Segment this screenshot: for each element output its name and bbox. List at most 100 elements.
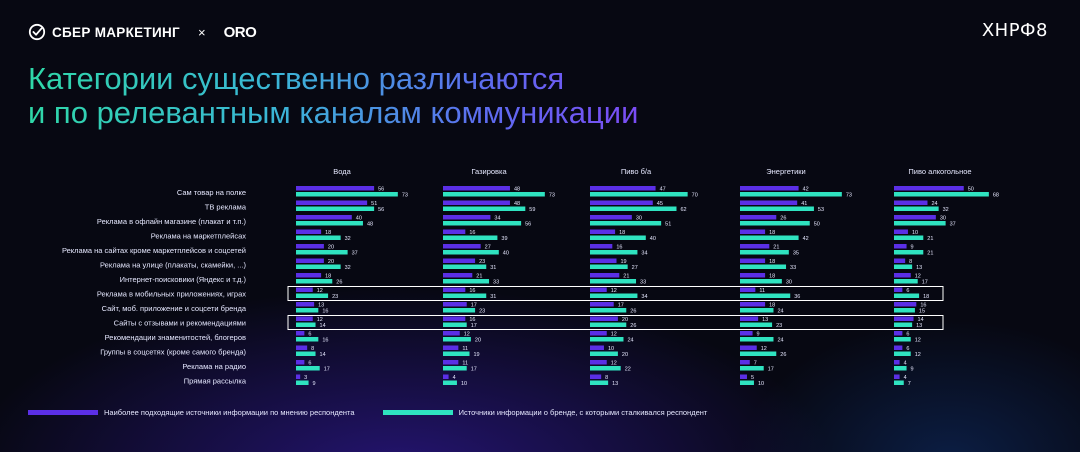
bar-0-0-s2	[296, 192, 398, 197]
data-label-2-13-s1: 8	[605, 375, 608, 381]
bar-3-10-s1	[740, 331, 753, 336]
data-label-3-6-s1: 18	[769, 274, 775, 280]
bar-1-0-s2	[443, 192, 545, 197]
data-label-1-12-s2: 17	[471, 367, 477, 373]
bar-4-2-s1	[894, 215, 936, 220]
data-label-4-4-s2: 21	[927, 251, 933, 257]
bar-2-11-s2	[590, 351, 618, 356]
data-label-3-13-s1: 5	[751, 375, 754, 381]
data-label-3-4-s2: 35	[793, 251, 799, 257]
bar-4-10-s1	[894, 331, 903, 336]
category-label-5: Реклама на улице (плакаты, скамейки, ...…	[100, 261, 247, 270]
bar-1-12-s1	[443, 360, 459, 365]
data-label-4-12-s1: 4	[904, 361, 907, 367]
bar-2-3-s2	[590, 235, 646, 240]
bar-0-2-s1	[296, 215, 352, 220]
data-label-2-6-s1: 21	[623, 274, 629, 280]
bar-4-8-s1	[894, 302, 917, 307]
bar-2-0-s2	[590, 192, 688, 197]
bar-4-7-s1	[894, 287, 903, 292]
panel-title-4: Пиво алкогольное	[908, 167, 971, 176]
bar-0-12-s1	[296, 360, 305, 365]
bar-2-0-s1	[590, 186, 656, 191]
bar-3-3-s2	[740, 235, 799, 240]
data-label-4-1-s2: 32	[943, 207, 949, 213]
bar-3-11-s1	[740, 345, 757, 350]
category-label-3: Реклама на маркетплейсах	[151, 232, 247, 241]
data-label-4-1-s1: 24	[931, 201, 937, 207]
bar-1-4-s1	[443, 244, 481, 249]
bar-0-11-s1	[296, 345, 308, 350]
brand-separator: ×	[198, 24, 206, 40]
panel-title-3: Энергетики	[766, 167, 805, 176]
data-label-3-5-s1: 18	[769, 259, 775, 265]
bar-0-12-s2	[296, 366, 320, 371]
data-label-1-7-s2: 31	[490, 294, 496, 300]
bar-0-11-s2	[296, 351, 316, 356]
bar-2-9-s2	[590, 322, 627, 327]
data-label-0-6-s2: 26	[336, 280, 342, 286]
data-label-1-5-s2: 31	[490, 265, 496, 271]
data-label-0-1-s2: 56	[378, 207, 384, 213]
bar-3-7-s1	[740, 287, 756, 292]
data-label-3-9-s2: 23	[776, 323, 782, 329]
data-label-2-11-s2: 20	[622, 352, 628, 358]
data-label-1-9-s1: 16	[469, 317, 475, 323]
bar-3-8-s2	[740, 308, 774, 313]
bar-3-1-s1	[740, 200, 798, 205]
data-label-1-1-s2: 59	[529, 207, 535, 213]
data-label-3-0-s2: 73	[846, 193, 852, 199]
data-label-2-5-s1: 19	[621, 259, 627, 265]
data-label-1-6-s1: 21	[476, 274, 482, 280]
data-label-1-2-s2: 56	[525, 222, 531, 228]
bar-2-13-s2	[590, 380, 609, 385]
data-label-1-8-s2: 23	[479, 309, 485, 315]
data-label-1-6-s2: 33	[493, 280, 499, 286]
data-label-1-4-s2: 40	[503, 251, 509, 257]
bar-1-10-s1	[443, 331, 460, 336]
category-label-0: Сам товар на полке	[177, 188, 246, 197]
legend-item-1: Наиболее подходящие источники информации…	[28, 408, 355, 417]
bar-1-2-s2	[443, 221, 522, 226]
data-label-0-5-s1: 20	[328, 259, 334, 265]
data-label-0-12-s2: 17	[324, 367, 330, 373]
highlight-box-0	[287, 286, 944, 301]
data-label-4-11-s2: 12	[915, 352, 921, 358]
bar-4-4-s2	[894, 250, 924, 255]
sber-logo-icon	[28, 23, 46, 41]
data-label-3-12-s1: 7	[754, 361, 757, 367]
bar-3-1-s2	[740, 206, 814, 211]
bar-2-6-s2	[590, 279, 637, 284]
bar-0-6-s2	[296, 279, 333, 284]
bar-3-0-s2	[740, 192, 842, 197]
data-label-1-1-s1: 48	[514, 201, 520, 207]
data-label-4-9-s1: 14	[918, 317, 924, 323]
bar-0-9-s2	[296, 322, 316, 327]
bar-2-1-s2	[590, 206, 677, 211]
bar-0-7-s2	[296, 293, 329, 298]
bar-1-13-s1	[443, 374, 449, 379]
data-label-2-8-s1: 17	[618, 303, 624, 309]
data-label-0-3-s2: 32	[345, 236, 351, 242]
bar-2-6-s1	[590, 273, 620, 278]
data-label-4-2-s1: 30	[940, 216, 946, 222]
data-label-0-7-s1: 12	[317, 288, 323, 294]
data-label-0-7-s2: 23	[332, 294, 338, 300]
category-label-4: Реклама на сайтах кроме маркетплейсов и …	[62, 246, 246, 255]
bar-0-4-s1	[296, 244, 324, 249]
data-label-0-9-s1: 12	[317, 317, 323, 323]
data-label-1-2-s1: 34	[494, 216, 500, 222]
bar-1-9-s1	[443, 316, 466, 321]
bar-2-5-s2	[590, 264, 628, 269]
panel-title-2: Пиво б/а	[621, 167, 652, 176]
bar-4-3-s2	[894, 235, 924, 240]
bar-1-4-s2	[443, 250, 499, 255]
bar-0-10-s1	[296, 331, 305, 336]
bar-2-2-s1	[590, 215, 632, 220]
data-label-2-11-s1: 10	[608, 346, 614, 352]
partner-logo: ORO	[223, 23, 257, 41]
bar-1-11-s2	[443, 351, 470, 356]
bar-2-9-s1	[590, 316, 618, 321]
bar-4-5-s1	[894, 258, 906, 263]
bar-0-13-s2	[296, 380, 309, 385]
